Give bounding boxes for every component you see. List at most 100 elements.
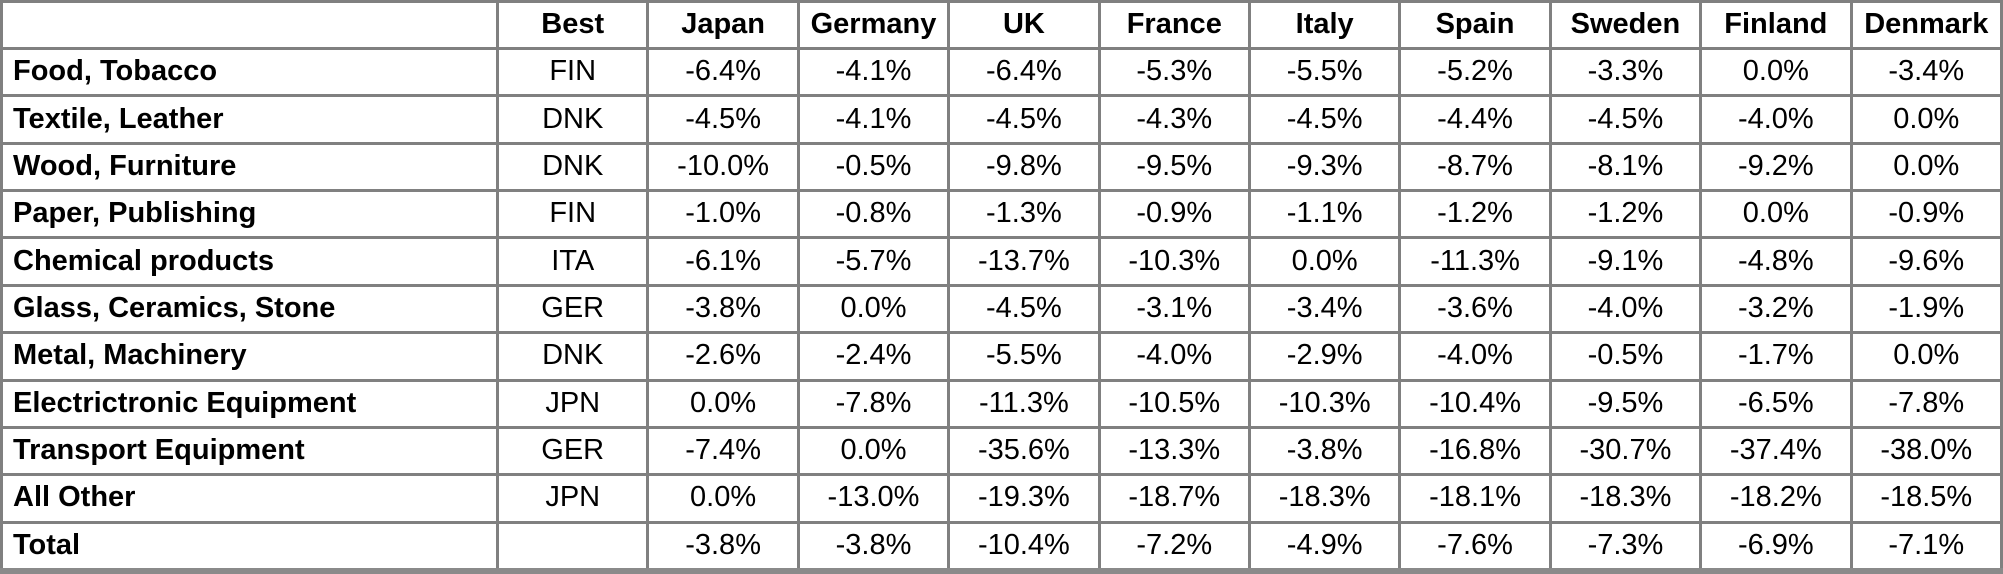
value-cell: -3.8% [796,520,951,573]
value-cell: -7.1% [1849,520,2003,573]
value-cell: 0.0% [1849,141,2003,193]
table-row: Chemical products ITA -6.1% -5.7% -13.7% -10.… [0,236,2003,287]
value-cell: -7.6% [1398,520,1552,573]
table-row: Glass, Ceramics, Stone GER -3.8% 0.0% -4.5% -… [0,283,2003,335]
table-row: Total -3.8% -3.8% -10.4% -7.2% -4.9% -7.6% -7.3… [0,520,2003,573]
row-label: Paper, Publishing [0,189,500,240]
best-country-cell: FIN [496,46,650,98]
value-cell: -4.0% [1548,283,1703,335]
table-row: Electrictronic Equipment JPN 0.0% -7.8% -11.… [0,378,2003,429]
row-label: Textile, Leather [0,94,500,145]
row-label: Chemical products [0,236,500,287]
value-cell: -4.5% [947,283,1101,335]
table-row: Wood, Furniture DNK -10.0% -0.5% -9.8% -9.5% -… [0,141,2003,193]
best-country-cell: JPN [496,473,650,524]
table-row: Textile, Leather DNK -4.5% -4.1% -4.5% -4.3% -… [0,94,2003,145]
value-cell: -4.0% [1699,94,1853,145]
best-country-cell: DNK [496,94,650,145]
value-cell: -13.3% [1097,425,1251,477]
value-cell: -10.4% [947,520,1101,573]
value-cell: -3.6% [1398,283,1552,335]
row-label: Total [0,520,500,573]
value-cell: 0.0% [796,425,951,477]
value-cell: -3.8% [646,283,800,335]
value-cell: -9.5% [1097,141,1251,193]
header-row: Best Japan Germany UK France Italy Spain Sweden… [0,0,2003,50]
value-cell: -8.7% [1398,141,1552,193]
value-cell: -18.1% [1398,473,1552,524]
value-cell: -4.5% [1548,94,1703,145]
table-row: Metal, Machinery DNK -2.6% -2.4% -5.5% -4.0% -… [0,331,2003,382]
value-cell: -9.1% [1548,236,1703,287]
value-cell: -0.5% [796,141,951,193]
table-body: Food, Tobacco FIN -6.4% -4.1% -6.4% -5.3% -5.5… [0,46,2003,573]
value-cell: -1.9% [1849,283,2003,335]
table-row: Food, Tobacco FIN -6.4% -4.1% -6.4% -5.3% -5.5… [0,46,2003,98]
best-country-cell [496,520,650,573]
column-header: Denmark [1849,0,2003,50]
value-cell: -10.0% [646,141,800,193]
value-cell: -9.2% [1699,141,1853,193]
value-cell: -7.8% [1849,378,2003,429]
value-cell: -8.1% [1548,141,1703,193]
value-cell: -10.3% [1247,378,1402,429]
value-cell: -2.6% [646,331,800,382]
row-label: All Other [0,473,500,524]
value-cell: -1.2% [1548,189,1703,240]
value-cell: -4.3% [1097,94,1251,145]
value-cell: -3.4% [1849,46,2003,98]
value-cell: 0.0% [1699,46,1853,98]
value-cell: 0.0% [646,473,800,524]
column-header: Best [496,0,650,50]
column-header: UK [947,0,1101,50]
value-cell: -7.3% [1548,520,1703,573]
value-cell: -9.6% [1849,236,2003,287]
column-header: France [1097,0,1251,50]
value-cell: -16.8% [1398,425,1552,477]
value-cell: -3.8% [646,520,800,573]
value-cell: -1.0% [646,189,800,240]
value-cell: -1.3% [947,189,1101,240]
value-cell: -7.4% [646,425,800,477]
value-cell: -4.5% [646,94,800,145]
best-country-cell: ITA [496,236,650,287]
value-cell: -11.3% [947,378,1101,429]
value-cell: -5.5% [1247,46,1402,98]
value-cell: -3.4% [1247,283,1402,335]
value-cell: -4.0% [1398,331,1552,382]
value-cell: -38.0% [1849,425,2003,477]
column-header: Spain [1398,0,1552,50]
value-cell: -19.3% [947,473,1101,524]
value-cell: -4.5% [1247,94,1402,145]
value-cell: 0.0% [1849,331,2003,382]
row-label: Transport Equipment [0,425,500,477]
table-header: Best Japan Germany UK France Italy Spain Sweden… [0,0,2003,50]
value-cell: -18.2% [1699,473,1853,524]
value-cell: -7.2% [1097,520,1251,573]
value-cell: -1.1% [1247,189,1402,240]
value-cell: 0.0% [1699,189,1853,240]
column-header: Sweden [1548,0,1703,50]
value-cell: -37.4% [1699,425,1853,477]
value-cell: -18.7% [1097,473,1251,524]
best-country-cell: JPN [496,378,650,429]
value-cell: -3.8% [1247,425,1402,477]
value-cell: -3.1% [1097,283,1251,335]
value-cell: -0.8% [796,189,951,240]
value-cell: -5.3% [1097,46,1251,98]
value-cell: -4.4% [1398,94,1552,145]
row-label: Food, Tobacco [0,46,500,98]
table-row: Paper, Publishing FIN -1.0% -0.8% -1.3% -0.9%… [0,189,2003,240]
value-cell: -11.3% [1398,236,1552,287]
value-cell: -10.3% [1097,236,1251,287]
value-cell: -0.9% [1849,189,2003,240]
row-label: Wood, Furniture [0,141,500,193]
value-cell: -4.5% [947,94,1101,145]
value-cell: -3.2% [1699,283,1853,335]
best-country-cell: GER [496,425,650,477]
row-label: Glass, Ceramics, Stone [0,283,500,335]
table-row: Transport Equipment GER -7.4% 0.0% -35.6% -13… [0,425,2003,477]
best-country-cell: DNK [496,331,650,382]
value-cell: -4.1% [796,94,951,145]
